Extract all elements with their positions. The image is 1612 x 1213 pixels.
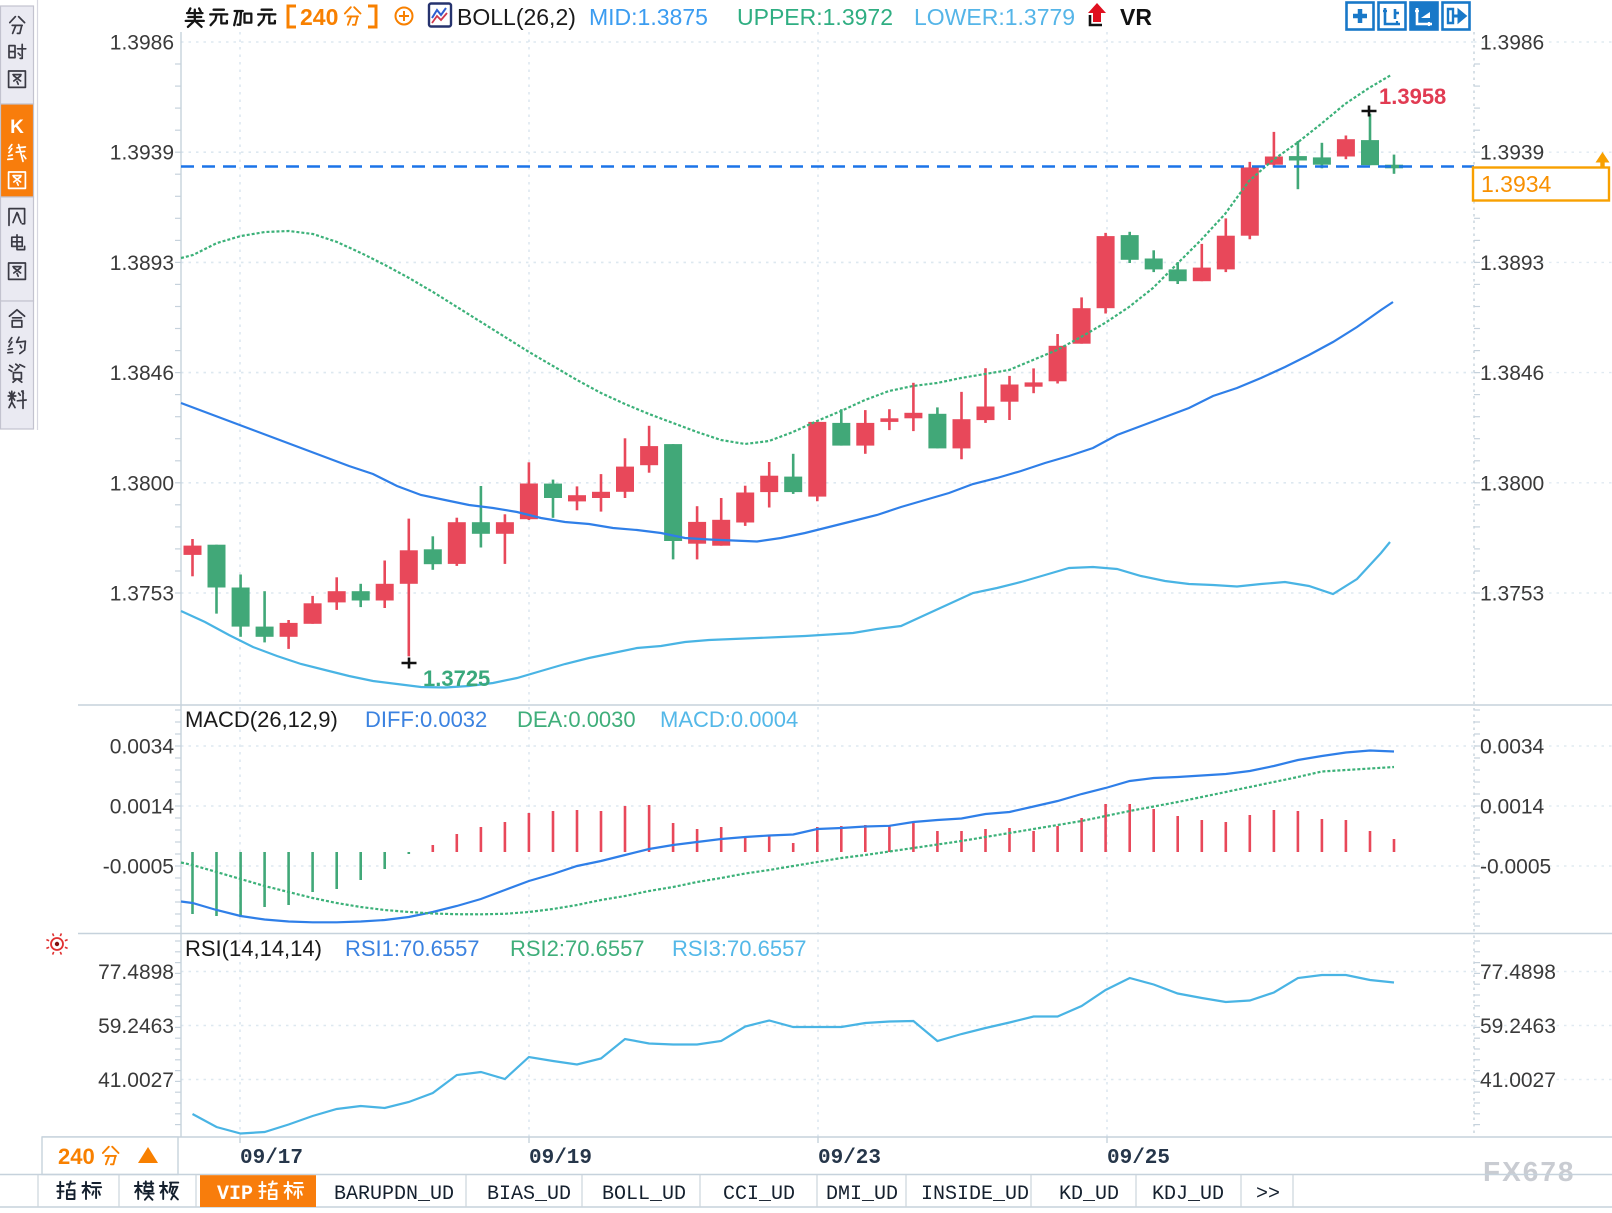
svg-text:59.2463: 59.2463 [1480,1015,1556,1038]
svg-text:RSI2:70.6557: RSI2:70.6557 [510,936,645,961]
svg-text:77.4898: 77.4898 [1480,961,1556,984]
svg-text:FX678: FX678 [1483,1156,1576,1187]
svg-text:>>: >> [1256,1183,1280,1206]
svg-text:-0.0005: -0.0005 [103,856,174,879]
svg-text:MID:1.3875: MID:1.3875 [589,4,708,30]
svg-text:09/17: 09/17 [240,1147,303,1170]
svg-text:1.3846: 1.3846 [1480,362,1544,385]
svg-text:UPPER:1.3972: UPPER:1.3972 [737,4,893,30]
svg-text:DMI_UD: DMI_UD [826,1183,898,1206]
svg-text:1.3939: 1.3939 [1480,142,1544,165]
svg-text:1.3893: 1.3893 [1480,252,1544,275]
svg-text:1.3753: 1.3753 [1480,583,1544,606]
svg-text:VIP: VIP [217,1183,253,1206]
svg-text:CCI_UD: CCI_UD [723,1183,795,1206]
svg-text:1.3986: 1.3986 [1480,32,1544,55]
svg-text:1.3800: 1.3800 [110,472,174,495]
svg-text:VR: VR [1120,4,1152,30]
svg-text:-0.0005: -0.0005 [1480,856,1551,879]
svg-text:RSI(14,14,14): RSI(14,14,14) [185,936,322,961]
svg-text:1.3934: 1.3934 [1481,171,1552,197]
svg-text:KD_UD: KD_UD [1059,1183,1119,1206]
svg-text:77.4898: 77.4898 [98,961,174,984]
svg-text:1.3725: 1.3725 [423,666,490,691]
svg-text:KDJ_UD: KDJ_UD [1152,1183,1224,1206]
svg-text:DEA:0.0030: DEA:0.0030 [517,707,636,732]
svg-text:1.3958: 1.3958 [1379,84,1446,109]
svg-text:MACD:0.0004: MACD:0.0004 [660,707,798,732]
svg-text:BOLL(26,2): BOLL(26,2) [457,4,576,30]
svg-text:RSI1:70.6557: RSI1:70.6557 [345,936,480,961]
svg-text:RSI3:70.6557: RSI3:70.6557 [672,936,807,961]
svg-text:1.3753: 1.3753 [110,583,174,606]
svg-text:41.0027: 41.0027 [1480,1069,1556,1092]
svg-text:240: 240 [300,4,338,30]
svg-text:1.3893: 1.3893 [110,252,174,275]
svg-text:0.0034: 0.0034 [110,736,175,759]
svg-text:DIFF:0.0032: DIFF:0.0032 [365,707,487,732]
svg-text:09/19: 09/19 [529,1147,592,1170]
svg-text:41.0027: 41.0027 [98,1069,174,1092]
svg-text:1.3800: 1.3800 [1480,472,1544,495]
svg-text:INSIDE_UD: INSIDE_UD [921,1183,1029,1206]
svg-text:0.0014: 0.0014 [1480,796,1545,819]
svg-text:1.3939: 1.3939 [110,142,174,165]
svg-text:59.2463: 59.2463 [98,1015,174,1038]
svg-text:1.3846: 1.3846 [110,362,174,385]
svg-text:LOWER:1.3779: LOWER:1.3779 [914,4,1075,30]
svg-text:BIAS_UD: BIAS_UD [487,1183,571,1206]
svg-text:0.0034: 0.0034 [1480,736,1545,759]
svg-text:K: K [10,117,24,138]
svg-text:09/23: 09/23 [818,1147,881,1170]
svg-text:0.0014: 0.0014 [110,796,175,819]
svg-text:BARUPDN_UD: BARUPDN_UD [334,1183,454,1206]
svg-text:240: 240 [58,1144,95,1169]
svg-text:1.3986: 1.3986 [110,32,174,55]
svg-text:09/25: 09/25 [1107,1147,1170,1170]
svg-text:BOLL_UD: BOLL_UD [602,1183,686,1206]
svg-text:MACD(26,12,9): MACD(26,12,9) [185,707,338,732]
